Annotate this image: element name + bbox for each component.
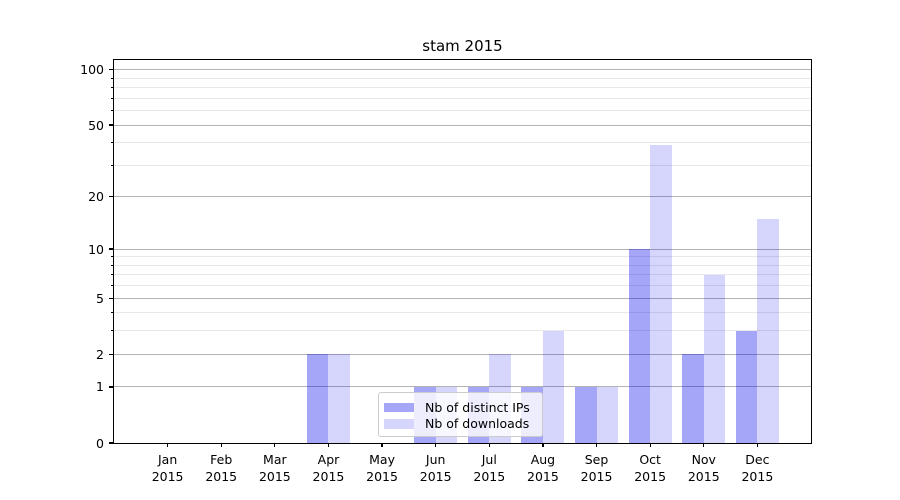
gridline-minor: [114, 110, 811, 112]
x-tick-mark: [595, 443, 598, 447]
y-tick-label: 0: [96, 435, 104, 451]
x-tick-mark: [220, 443, 222, 447]
x-tick-mark: [274, 443, 276, 447]
x-tick-label-apr: Apr 2015: [312, 452, 345, 484]
y-tick-label: 20: [88, 189, 104, 205]
y-tick-mark-minor: [110, 87, 113, 89]
x-tick-mark: [542, 443, 544, 447]
bar-downloads-aug: [542, 330, 565, 443]
bar-distinct-ips-dec: [735, 330, 758, 443]
legend: Nb of distinct IPs Nb of downloads: [378, 392, 543, 437]
bar-downloads-apr: [328, 354, 350, 443]
y-tick-label: 10: [88, 241, 104, 257]
x-tick-mark: [167, 443, 169, 447]
gridline-minor: [114, 256, 811, 258]
y-tick-mark: [109, 442, 113, 444]
gridline-major: [114, 196, 811, 198]
y-tick-mark: [109, 248, 113, 250]
y-tick-mark: [109, 124, 113, 126]
x-tick-label-dec: Dec 2015: [741, 452, 774, 484]
x-tick-label-aug: Aug 2015: [527, 452, 559, 484]
bar-downloads-nov: [703, 274, 726, 443]
plot-area: [113, 59, 812, 444]
y-tick-mark-minor: [110, 274, 113, 276]
y-tick-mark: [109, 196, 113, 198]
y-tick-mark-minor: [110, 312, 113, 314]
gridline-major: [114, 69, 811, 71]
legend-swatch-distinct-ips-icon: [384, 402, 414, 412]
bar-distinct-ips-nov: [682, 354, 704, 443]
y-tick-label: 50: [88, 117, 104, 133]
gridline-major: [114, 248, 811, 250]
y-tick-mark-minor: [110, 97, 113, 99]
y-tick-label: 1: [96, 379, 104, 395]
x-tick-mark: [435, 443, 437, 447]
gridline-major: [114, 386, 811, 388]
y-tick-label: 100: [80, 62, 104, 78]
gridline-minor: [114, 164, 811, 166]
bar-distinct-ips-oct: [628, 249, 651, 443]
x-tick-mark: [703, 443, 705, 447]
y-tick-label: 5: [96, 290, 104, 306]
y-tick-mark-minor: [110, 256, 113, 258]
legend-item-downloads: Nb of downloads: [384, 416, 542, 433]
x-tick-mark: [649, 443, 651, 447]
gridline-major: [114, 124, 811, 126]
legend-item-distinct-ips: Nb of distinct IPs: [384, 399, 542, 416]
gridline-minor: [114, 77, 811, 79]
bar-distinct-ips-apr: [306, 354, 329, 443]
y-tick-mark-minor: [110, 77, 113, 79]
gridline-major: [114, 297, 811, 299]
y-tick-mark: [109, 297, 113, 299]
y-tick-mark-minor: [110, 264, 113, 266]
y-tick-mark-minor: [110, 110, 113, 112]
gridline-minor: [114, 264, 811, 266]
y-tick-mark-minor: [110, 330, 113, 332]
x-tick-label-nov: Nov 2015: [687, 452, 720, 484]
x-tick-label-feb: Feb 2015: [205, 452, 238, 484]
gridline-minor: [114, 274, 811, 276]
chart-title: stam 2015: [422, 37, 503, 55]
bar-downloads-sep: [596, 386, 619, 443]
x-tick-label-sep: Sep 2015: [580, 452, 613, 484]
gridline-minor: [114, 285, 811, 287]
bar-distinct-ips-sep: [575, 386, 597, 443]
legend-label-distinct-ips: Nb of distinct IPs: [425, 399, 530, 415]
gridline-minor: [114, 142, 811, 144]
x-tick-label-may: May 2015: [366, 452, 398, 484]
y-tick-mark: [109, 386, 113, 388]
x-tick-mark: [756, 443, 758, 447]
x-tick-label-jun: Jun 2015: [419, 452, 452, 484]
x-tick-label-jul: Jul 2015: [473, 452, 506, 484]
y-tick-mark-minor: [110, 164, 113, 166]
x-tick-mark: [488, 443, 490, 447]
y-tick-label: 2: [96, 346, 104, 362]
y-tick-mark-minor: [110, 142, 113, 144]
x-tick-label-jan: Jan 2015: [151, 452, 184, 484]
x-tick-mark: [327, 443, 330, 447]
x-tick-label-oct: Oct 2015: [634, 452, 667, 484]
legend-swatch-downloads-icon: [384, 419, 414, 429]
gridline-major: [114, 353, 811, 355]
bar-downloads-dec: [757, 218, 779, 443]
gridline-minor: [114, 87, 811, 89]
x-tick-label-mar: Mar 2015: [258, 452, 291, 484]
y-tick-mark: [109, 69, 113, 71]
gridline-minor: [114, 312, 811, 314]
x-tick-mark: [381, 443, 383, 447]
gridline-minor: [114, 97, 811, 99]
y-tick-mark-minor: [110, 285, 113, 287]
legend-label-downloads: Nb of downloads: [425, 416, 530, 432]
bar-downloads-oct: [650, 144, 672, 443]
gridline-minor: [114, 330, 811, 332]
y-tick-mark: [109, 353, 113, 355]
